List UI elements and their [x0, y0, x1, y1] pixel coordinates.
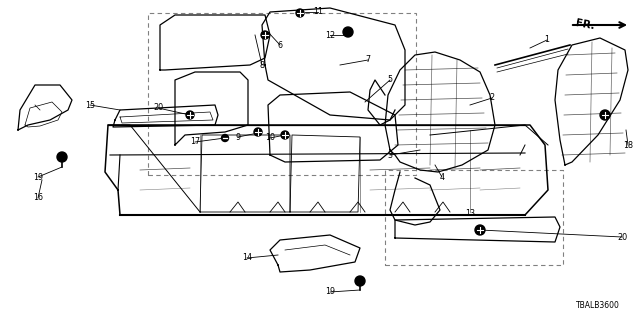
Bar — [385, 170, 563, 265]
Text: FR.: FR. — [575, 18, 596, 32]
Text: 7: 7 — [365, 55, 371, 65]
Text: 14: 14 — [242, 253, 252, 262]
Text: 16: 16 — [33, 194, 43, 203]
Circle shape — [221, 134, 228, 141]
Text: 1: 1 — [545, 36, 550, 44]
Text: 9: 9 — [236, 132, 241, 141]
Text: 2: 2 — [490, 93, 495, 102]
Text: 11: 11 — [313, 7, 323, 17]
Circle shape — [343, 27, 353, 37]
Text: 8: 8 — [259, 60, 264, 69]
Text: 15: 15 — [85, 100, 95, 109]
Text: 12: 12 — [325, 30, 335, 39]
Circle shape — [261, 31, 269, 39]
Text: 3: 3 — [387, 150, 392, 159]
Text: 10: 10 — [265, 133, 275, 142]
Text: 6: 6 — [278, 41, 282, 50]
Circle shape — [57, 152, 67, 162]
Text: 17: 17 — [190, 138, 200, 147]
Circle shape — [475, 225, 485, 235]
Text: 20: 20 — [153, 103, 163, 113]
Text: 20: 20 — [617, 233, 627, 242]
Circle shape — [254, 128, 262, 136]
Text: TBALB3600: TBALB3600 — [576, 301, 620, 310]
Text: 13: 13 — [465, 209, 475, 218]
Circle shape — [600, 110, 610, 120]
Text: 5: 5 — [387, 76, 392, 84]
Circle shape — [296, 9, 304, 17]
Text: 4: 4 — [440, 172, 445, 181]
Bar — [148, 13, 416, 175]
Circle shape — [281, 131, 289, 139]
Circle shape — [186, 111, 194, 119]
Text: 19: 19 — [325, 287, 335, 297]
Circle shape — [355, 276, 365, 286]
Text: 19: 19 — [33, 172, 43, 181]
Text: 18: 18 — [623, 140, 633, 149]
